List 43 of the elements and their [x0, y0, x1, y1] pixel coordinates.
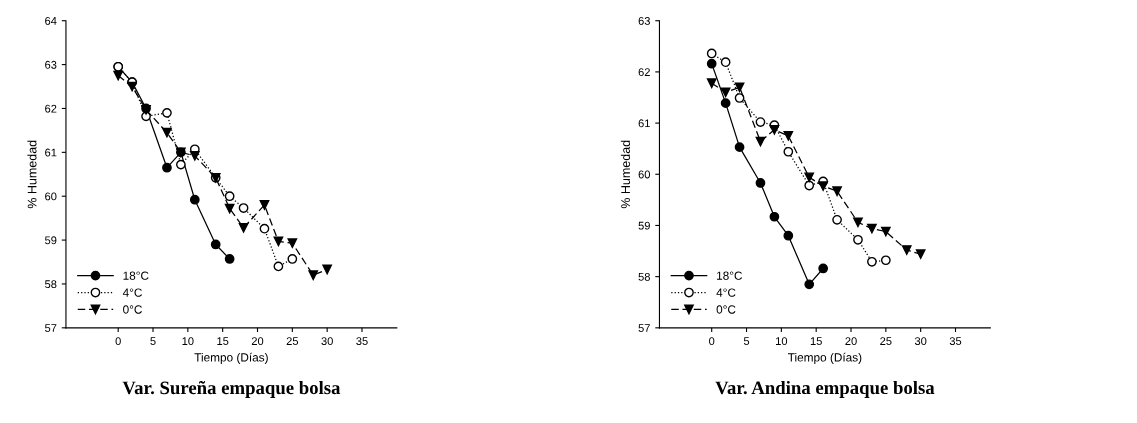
- x-tick-label: 5: [150, 337, 156, 346]
- y-tick-label: 60: [45, 192, 57, 201]
- x-tick-label: 25: [880, 337, 892, 346]
- x-tick-label: 30: [321, 337, 333, 346]
- y-tick-label: 64: [45, 16, 57, 25]
- y-tick-label: 57: [45, 324, 57, 332]
- legend-label: 18°C: [717, 271, 743, 280]
- legend-label: 18°C: [123, 271, 149, 280]
- y-tick-label: 63: [45, 60, 57, 69]
- legend-label: 4°C: [716, 288, 736, 297]
- y-tick-label: 61: [638, 119, 650, 128]
- x-tick-label: 5: [743, 337, 750, 346]
- legend-label: 0°C: [123, 305, 142, 314]
- x-tick-label: 30: [914, 337, 927, 346]
- x-tick-label: 25: [286, 337, 299, 346]
- y-tick-label: 61: [45, 148, 57, 157]
- y-axis-title: % Humedad: [620, 140, 631, 209]
- x-tick-label: 0: [115, 337, 121, 346]
- y-tick-label: 60: [638, 170, 650, 179]
- x-tick-label: 20: [845, 337, 857, 346]
- y-tick-label: 62: [45, 104, 57, 113]
- x-tick-label: 35: [356, 337, 368, 346]
- y-tick-label: 58: [45, 280, 57, 289]
- x-axis-title: Tiempo (Días): [787, 352, 862, 364]
- legend-label: 0°C: [716, 305, 736, 314]
- x-tick-label: 15: [810, 337, 822, 346]
- x-tick-label: 20: [251, 337, 264, 346]
- y-axis-title: % Humedad: [27, 140, 37, 209]
- x-tick-label: 0: [709, 337, 715, 346]
- y-tick-label: 58: [638, 272, 650, 281]
- x-tick-label: 10: [776, 337, 788, 346]
- text: Var. Sureña empaque bolsa: [122, 380, 341, 398]
- y-tick-label: 57: [638, 324, 650, 332]
- x-axis-title: Tiempo (Días): [194, 352, 268, 364]
- x-tick-label: 15: [217, 337, 229, 346]
- y-tick-label: 59: [638, 221, 650, 230]
- y-tick-label: 59: [45, 236, 57, 245]
- text: Var. Andina empaque bolsa: [715, 380, 935, 398]
- y-tick-label: 62: [638, 68, 650, 77]
- y-tick-label: 63: [638, 16, 650, 25]
- legend-label: 4°C: [122, 288, 142, 297]
- x-tick-label: 35: [949, 337, 962, 346]
- x-tick-label: 10: [182, 337, 194, 346]
